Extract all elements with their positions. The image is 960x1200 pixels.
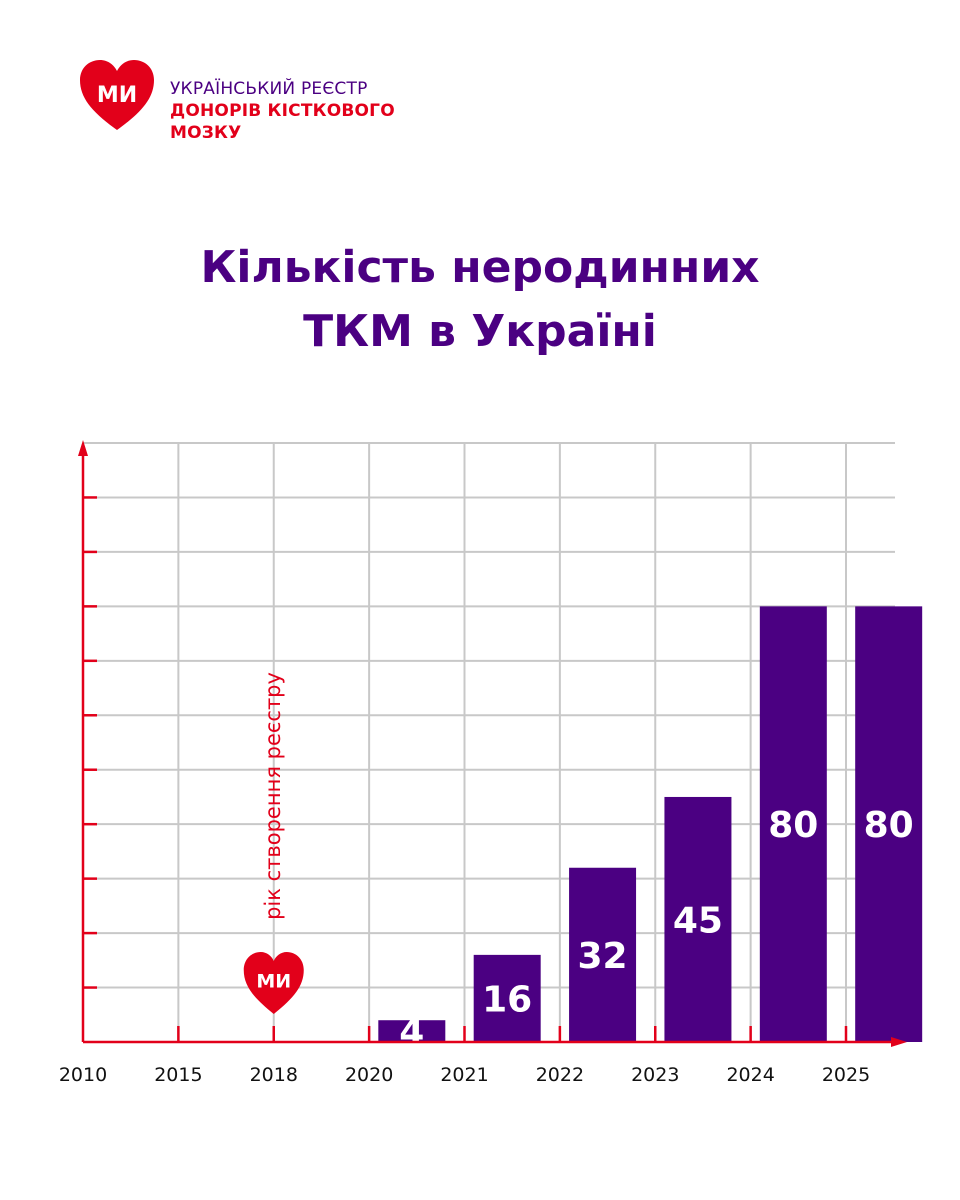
bar-value-label: 4 [399, 1012, 424, 1053]
chart-annotation: рік створення реєстру МИ [243, 672, 304, 1014]
x-tick-label: 2015 [154, 1064, 202, 1086]
bar-value-label: 32 [578, 936, 628, 977]
registry-name-line3: МОЗКУ [170, 123, 242, 143]
x-tick-label: 2024 [726, 1064, 774, 1086]
bar-rect [855, 606, 923, 1042]
bar-value-label: 45 [673, 900, 723, 941]
bar-value-label: 16 [482, 979, 532, 1020]
heart-logo-text: МИ [97, 83, 137, 108]
x-tick-label: 2023 [631, 1064, 679, 1086]
bar-value-label: 80 [768, 805, 818, 846]
bar-rect [569, 867, 637, 1042]
bar-rect [759, 606, 827, 1042]
bar-2025: 80 [855, 606, 923, 1042]
bar-2020: 4 [378, 1012, 446, 1053]
x-tick-label: 2018 [250, 1064, 298, 1086]
y-axis-arrow [78, 440, 88, 456]
chart-grid [83, 442, 895, 1042]
x-tick-label: 2020 [345, 1064, 393, 1086]
bar-value-label: 80 [864, 805, 914, 846]
annotation-heart-icon: МИ [243, 952, 304, 1014]
bar-rect [664, 796, 732, 1042]
registry-logo: МИ УКРАЇНСЬКИЙ РЕЄСТР ДОНОРІВ КІСТКОВОГО… [80, 60, 440, 150]
bar-2022: 32 [569, 867, 637, 1042]
chart-title-line1: Кількість неродинних [200, 242, 760, 293]
x-tick-label: 2025 [822, 1064, 870, 1086]
bar-2024: 80 [759, 606, 827, 1042]
bar-2021: 16 [473, 954, 541, 1042]
annotation-text: рік створення реєстру [261, 672, 285, 920]
registry-name-line1: УКРАЇНСЬКИЙ РЕЄСТР [170, 79, 368, 99]
x-tick-label: 2022 [536, 1064, 584, 1086]
registry-name: УКРАЇНСЬКИЙ РЕЄСТР ДОНОРІВ КІСТКОВОГО МО… [170, 78, 395, 144]
x-tick-labels: 2010 2015 2018 2020 2021 2022 2023 2024 2025 [59, 1064, 870, 1086]
bar-rect [473, 954, 541, 1042]
chart-bars: 4 16 32 45 80 80 [378, 606, 923, 1053]
chart-title: Кількість неродинних ТКМ в Україні [0, 236, 960, 364]
annotation-heart-text: МИ [256, 971, 291, 993]
bar-rect [378, 1020, 446, 1042]
x-axis-arrow [891, 1037, 907, 1047]
heart-logo-icon: МИ [80, 60, 154, 130]
chart-title-line2: ТКМ в Україні [303, 306, 657, 357]
x-tick-label: 2021 [440, 1064, 488, 1086]
registry-name-line2: ДОНОРІВ КІСТКОВОГО [170, 101, 395, 121]
chart-axes [78, 440, 907, 1047]
x-tick-label: 2010 [59, 1064, 107, 1086]
bar-2023: 45 [664, 796, 732, 1042]
